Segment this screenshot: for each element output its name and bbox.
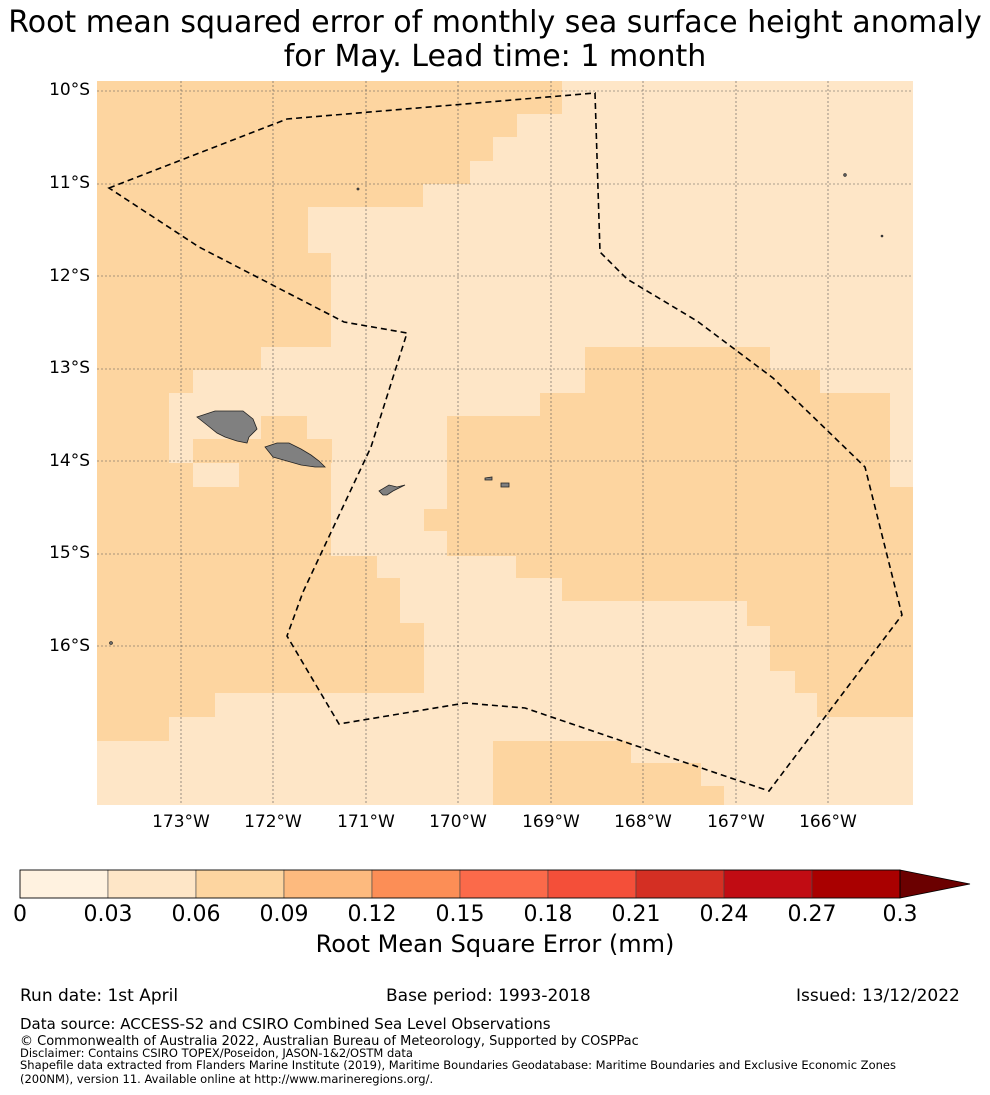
disclaimer: Disclaimer: Contains CSIRO TOPEX/Poseido… [20, 1046, 413, 1060]
base-period: Base period: 1993-2018 [386, 986, 591, 1006]
colorbar-tick-label: 0.24 [699, 902, 749, 927]
colorbar-outline [19, 869, 901, 899]
lat-label-11s: 11°S [49, 173, 90, 193]
low-error-region [97, 81, 913, 805]
lon-label-173w: 173°W [152, 812, 210, 832]
darker-cell [261, 416, 307, 439]
colorbar-segment [547, 869, 637, 899]
colorbar-tick-label: 0.12 [347, 902, 397, 927]
atoll-dot [109, 641, 113, 645]
lon-label-171w: 171°W [337, 812, 395, 832]
colorbar-tick-label: 0.3 [882, 902, 918, 927]
lon-label-168w: 168°W [614, 812, 672, 832]
lon-label-169w: 169°W [522, 812, 580, 832]
colorbar-tick-label: 0.21 [611, 902, 661, 927]
swains-island [356, 187, 360, 191]
savaii-island [196, 410, 258, 444]
lat-label-16s: 16°S [49, 636, 90, 656]
colorbar-tick-label: 0.27 [787, 902, 837, 927]
grid-lines [97, 81, 913, 805]
colorbar-tick-label: 0.09 [259, 902, 309, 927]
colorbar-segment [459, 869, 549, 899]
rmse-map [97, 81, 913, 805]
colorbar-tick-label: 0.18 [523, 902, 573, 927]
lon-label-172w: 172°W [244, 812, 302, 832]
eez-boundary [107, 92, 903, 792]
colorbar-segment [371, 869, 461, 899]
colorbar-segment [195, 869, 285, 899]
copyright: © Commonwealth of Australia 2022, Austra… [20, 1034, 639, 1049]
colorbar-segment [723, 869, 813, 899]
colorbar [19, 869, 971, 899]
colorbar-label: Root Mean Square Error (mm) [315, 930, 675, 958]
lat-label-13s: 13°S [49, 358, 90, 378]
issued-date: Issued: 13/12/2022 [796, 986, 960, 1006]
map-title-line1: Root mean squared error of monthly sea s… [8, 5, 982, 40]
map-title-line2: for May. Lead time: 1 month [283, 39, 707, 74]
tutuila-island [378, 484, 406, 496]
lat-label-15s: 15°S [49, 543, 90, 563]
colorbar-tick-label: 0.15 [435, 902, 485, 927]
shapefile-credit-line1: Shapefile data extracted from Flanders M… [20, 1058, 896, 1072]
lon-label-166w: 166°W [799, 812, 857, 832]
tau-island [500, 482, 510, 488]
darker-cell [632, 348, 724, 370]
colorbar-segment [635, 869, 725, 899]
shapefile-credit-line2: (200NM), version 11. Available online at… [20, 1072, 434, 1086]
lat-label-14s: 14°S [49, 451, 90, 471]
colorbar-segment [283, 869, 373, 899]
upolu-island [264, 442, 326, 468]
colorbar-tick-label: 0.06 [171, 902, 221, 927]
colorbar-segment [107, 869, 197, 899]
colorbar-extend-arrow [899, 869, 971, 899]
lat-label-10s: 10°S [49, 80, 90, 100]
run-date: Run date: 1st April [20, 986, 179, 1006]
lon-label-167w: 167°W [707, 812, 765, 832]
land-masses [109, 173, 884, 645]
atoll-dot [843, 173, 847, 177]
atoll-dot [880, 234, 884, 238]
colorbar-segment [811, 869, 901, 899]
ofu-island [484, 476, 493, 481]
lat-label-12s: 12°S [49, 266, 90, 286]
colorbar-segments [19, 869, 901, 899]
lon-label-170w: 170°W [429, 812, 487, 832]
colorbar-segment [19, 869, 109, 899]
colorbar-tick-label: 0.03 [83, 902, 133, 927]
colorbar-tick-label: 0 [13, 902, 27, 927]
data-source: Data source: ACCESS-S2 and CSIRO Combine… [20, 1015, 551, 1033]
